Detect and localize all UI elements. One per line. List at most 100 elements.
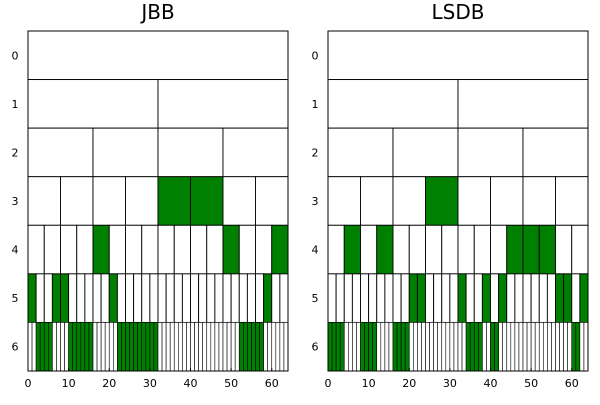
- panel-title: JBB: [139, 0, 174, 24]
- cell: [27, 127, 94, 178]
- y-tick-label: 1: [312, 98, 319, 111]
- highlighted-cell: [563, 273, 573, 323]
- cell: [441, 224, 459, 275]
- highlighted-cell: [339, 322, 345, 372]
- cell: [429, 322, 434, 372]
- cell: [222, 176, 256, 226]
- cell: [514, 273, 524, 323]
- highlighted-cell: [498, 273, 508, 323]
- cell: [392, 273, 402, 323]
- highlighted-cell: [555, 273, 565, 323]
- cell: [100, 322, 106, 372]
- cell: [579, 322, 585, 372]
- cell: [392, 176, 426, 226]
- cell: [194, 322, 199, 372]
- cell: [27, 176, 61, 226]
- cell: [538, 322, 544, 372]
- highlighted-cell: [121, 322, 126, 372]
- cell: [157, 224, 175, 275]
- cell: [52, 322, 57, 372]
- cell: [96, 322, 102, 372]
- cell: [169, 322, 175, 372]
- highlighted-cell: [125, 322, 130, 372]
- cell: [149, 273, 159, 323]
- highlighted-cell: [60, 273, 70, 323]
- y-tick-label: 6: [12, 341, 19, 354]
- highlighted-cell: [84, 322, 90, 372]
- cell: [182, 322, 187, 372]
- cell: [214, 273, 224, 323]
- y-tick-label: 5: [12, 292, 19, 305]
- cell: [141, 224, 159, 275]
- x-tick-label: 0: [325, 377, 332, 390]
- x-tick-label: 20: [402, 377, 416, 390]
- highlighted-cell: [575, 322, 581, 372]
- cell: [214, 322, 220, 372]
- cell: [506, 273, 516, 323]
- highlighted-cell: [48, 322, 53, 372]
- cell: [173, 224, 191, 275]
- cell: [408, 322, 414, 372]
- cell: [92, 322, 98, 372]
- x-tick-label: 60: [265, 377, 279, 390]
- y-tick-label: 6: [312, 341, 319, 354]
- cell: [108, 224, 126, 275]
- cell: [327, 224, 345, 275]
- highlighted-cell: [39, 322, 45, 372]
- cell: [100, 273, 110, 323]
- cell: [113, 322, 118, 372]
- cell: [498, 322, 503, 372]
- panel-title: LSDB: [432, 0, 485, 24]
- highlighted-cell: [425, 176, 459, 226]
- highlighted-cell: [76, 322, 82, 372]
- highlighted-cell: [51, 273, 61, 323]
- cell: [84, 273, 94, 323]
- cell: [482, 322, 487, 372]
- cell: [425, 322, 430, 372]
- cell: [392, 224, 410, 275]
- cell: [157, 273, 167, 323]
- cell: [255, 224, 273, 275]
- cell: [104, 322, 110, 372]
- y-tick-label: 2: [12, 146, 19, 159]
- cell: [206, 224, 224, 275]
- cell: [465, 273, 475, 323]
- cell: [473, 224, 491, 275]
- cell: [335, 273, 345, 323]
- cell: [210, 322, 216, 372]
- cell: [502, 322, 508, 372]
- cell: [60, 224, 78, 275]
- highlighted-cell: [238, 322, 244, 372]
- cell: [271, 322, 277, 372]
- cell: [283, 322, 289, 372]
- cell: [380, 322, 386, 372]
- x-tick-label: 40: [484, 377, 498, 390]
- cell: [368, 273, 378, 323]
- cell: [157, 79, 289, 129]
- highlighted-cell: [490, 322, 495, 372]
- cell: [543, 322, 548, 372]
- x-tick-label: 50: [224, 377, 238, 390]
- plot-frame: [327, 30, 589, 372]
- highlighted-cell: [251, 322, 256, 372]
- cell: [522, 176, 556, 226]
- highlighted-cell: [133, 322, 138, 372]
- cell: [60, 322, 65, 372]
- cell: [238, 273, 248, 323]
- cell: [551, 322, 556, 372]
- cell: [267, 322, 273, 372]
- cell: [360, 224, 378, 275]
- cell: [449, 322, 455, 372]
- cell: [190, 273, 200, 323]
- cell: [190, 224, 208, 275]
- cell: [255, 176, 289, 226]
- highlighted-cell: [571, 322, 577, 372]
- cell: [457, 79, 589, 129]
- highlighted-cell: [190, 176, 224, 226]
- cell: [538, 273, 548, 323]
- highlighted-cell: [327, 322, 333, 372]
- cell: [457, 224, 475, 275]
- highlighted-cell: [137, 322, 143, 372]
